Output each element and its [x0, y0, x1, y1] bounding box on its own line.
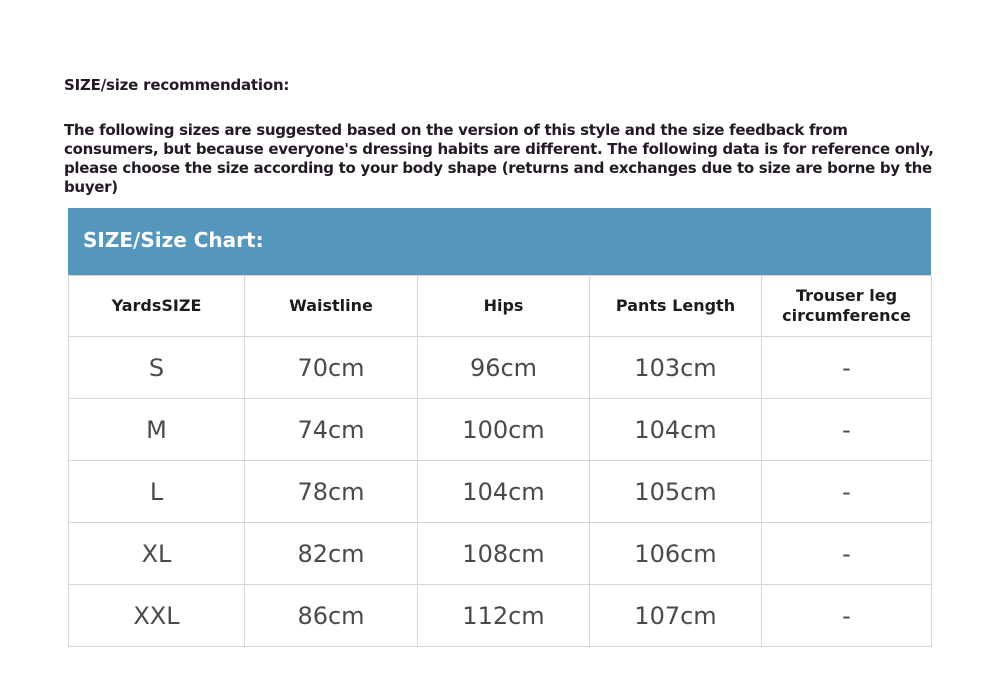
column-header: Hips: [417, 275, 590, 337]
size-chart-heading: SIZE/Size Chart:: [68, 208, 931, 275]
page-title: SIZE/size recommendation:: [64, 76, 290, 94]
size-chart: SIZE/Size Chart: YardsSIZE Waistline Hips P…: [68, 208, 932, 647]
table-cell: XXL: [68, 584, 245, 647]
table-cell: 96cm: [417, 336, 590, 399]
table-cell: 78cm: [244, 460, 418, 523]
size-table: YardsSIZE Waistline Hips Pants Length Trouse…: [68, 275, 932, 647]
table-cell: 107cm: [589, 584, 762, 647]
table-cell: 108cm: [417, 522, 590, 585]
table-cell: 112cm: [417, 584, 590, 647]
table-cell: 104cm: [589, 398, 762, 461]
column-header: Waistline: [244, 275, 418, 337]
column-header: Pants Length: [589, 275, 762, 337]
table-cell: 86cm: [244, 584, 418, 647]
column-header: Trouser leg circumference: [761, 275, 932, 337]
description: The following sizes are suggested based …: [64, 121, 934, 196]
table-row: XXL 86cm 112cm 107cm -: [68, 584, 932, 647]
table-row: XL 82cm 108cm 106cm -: [68, 522, 932, 585]
table-cell: 104cm: [417, 460, 590, 523]
table-cell: XL: [68, 522, 245, 585]
table-row: S 70cm 96cm 103cm -: [68, 336, 932, 399]
table-header-row: YardsSIZE Waistline Hips Pants Length Trouse…: [68, 275, 932, 337]
table-cell: 105cm: [589, 460, 762, 523]
table-cell: -: [761, 522, 932, 585]
table-cell: S: [68, 336, 245, 399]
table-row: M 74cm 100cm 104cm -: [68, 398, 932, 461]
table-cell: 106cm: [589, 522, 762, 585]
table-cell: -: [761, 398, 932, 461]
table-cell: -: [761, 336, 932, 399]
table-row: L 78cm 104cm 105cm -: [68, 460, 932, 523]
table-cell: 103cm: [589, 336, 762, 399]
table-cell: -: [761, 584, 932, 647]
table-cell: 82cm: [244, 522, 418, 585]
table-cell: 100cm: [417, 398, 590, 461]
table-cell: -: [761, 460, 932, 523]
table-cell: M: [68, 398, 245, 461]
column-header: YardsSIZE: [68, 275, 245, 337]
table-cell: 74cm: [244, 398, 418, 461]
table-cell: 70cm: [244, 336, 418, 399]
table-cell: L: [68, 460, 245, 523]
